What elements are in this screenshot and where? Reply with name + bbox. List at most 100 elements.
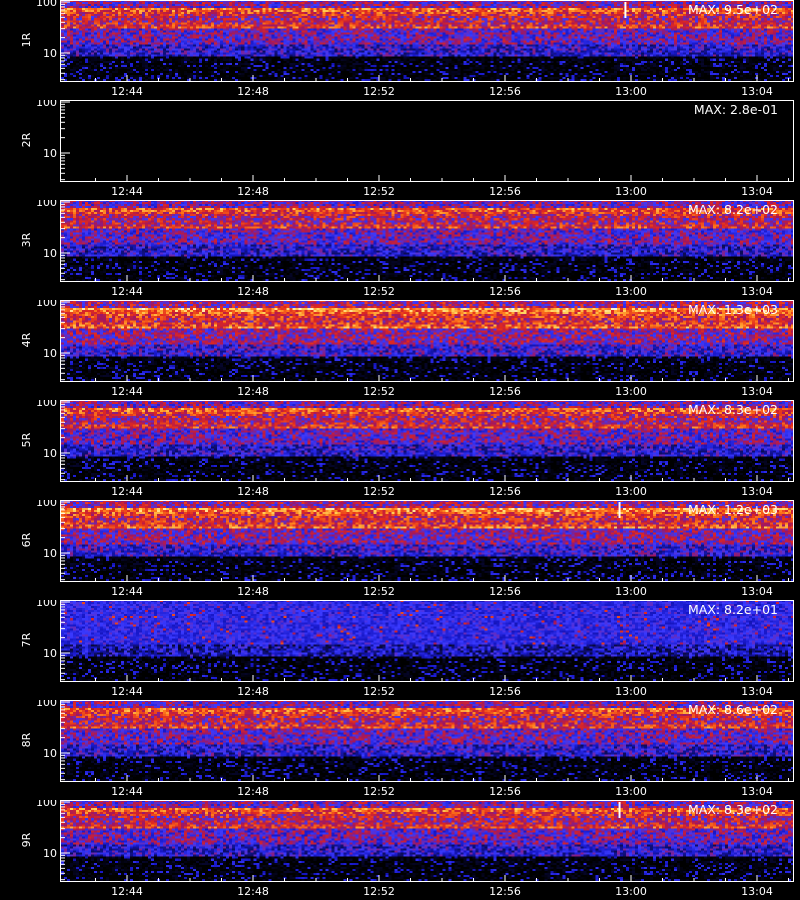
- y-tick-label: 10: [43, 847, 57, 860]
- spectrogram-image: [61, 300, 794, 381]
- x-tick-label: 12:52: [363, 385, 395, 398]
- x-tick-label: 12:44: [111, 385, 143, 398]
- x-tick-label: 12:56: [489, 285, 521, 298]
- y-tick-label: 100: [36, 100, 57, 109]
- x-tick-label: 12:52: [363, 85, 395, 98]
- y-tick-label: 100: [36, 300, 57, 309]
- y-tick-label: 100: [36, 0, 57, 9]
- x-tick-label: 12:44: [111, 785, 143, 798]
- channel-label: 5R: [20, 432, 33, 447]
- x-tick-label: 12:44: [111, 685, 143, 698]
- max-label: MAX: 8.2e+01: [688, 602, 778, 617]
- max-label: MAX: 9.5e+02: [688, 2, 778, 17]
- x-tick-label: 12:52: [363, 485, 395, 498]
- x-tick-label: 12:48: [237, 285, 269, 298]
- y-tick-label: 10: [43, 547, 57, 560]
- y-tick-label: 100: [36, 800, 57, 809]
- plot-frame: [60, 200, 794, 282]
- max-label: MAX: 8.2e+02: [688, 202, 778, 217]
- axes-overlay: 100 10 12:44 12:48 12:52 12:56 13:00 13:04 2R MAX…: [20, 100, 794, 198]
- spectrogram-panel-6r: 100 10 12:44 12:48 12:52 12:56 13:00 13:04 6R MAX…: [0, 500, 800, 600]
- plot-frame: [60, 100, 794, 182]
- x-tick-label: 13:04: [741, 685, 773, 698]
- max-label: MAX: 2.8e-01: [694, 102, 778, 117]
- x-tick-label: 12:52: [363, 585, 395, 598]
- axes-overlay: 100 10 12:44 12:48 12:52 12:56 13:00 13:04 1R MAX…: [20, 0, 794, 98]
- x-tick-label: 13:00: [615, 785, 647, 798]
- axes-overlay: 100 10 12:44 12:48 12:52 12:56 13:00 13:04 9R MAX…: [20, 800, 794, 898]
- x-tick-label: 12:52: [363, 185, 395, 198]
- x-tick-label: 12:48: [237, 85, 269, 98]
- x-tick-label: 12:48: [237, 385, 269, 398]
- channel-label: 7R: [20, 632, 33, 647]
- x-tick-label: 12:52: [363, 285, 395, 298]
- channel-label: 8R: [20, 732, 33, 747]
- x-tick-label: 13:00: [615, 385, 647, 398]
- y-tick-label: 100: [36, 600, 57, 609]
- axes-overlay: 100 10 12:44 12:48 12:52 12:56 13:00 13:04 6R MAX…: [20, 500, 794, 598]
- channel-label: 1R: [20, 32, 33, 47]
- y-tick-label: 10: [43, 47, 57, 60]
- spectrogram-image: [61, 700, 794, 781]
- x-tick-label: 13:00: [615, 185, 647, 198]
- spectrogram-panel-4r: 100 10 12:44 12:48 12:52 12:56 13:00 13:04 4R MAX…: [0, 300, 800, 400]
- x-tick-label: 12:48: [237, 885, 269, 898]
- plot-frame: [60, 300, 794, 382]
- x-tick-label: 13:00: [615, 485, 647, 498]
- spectrogram-image: [61, 100, 794, 181]
- channel-label: 4R: [20, 332, 33, 347]
- x-tick-label: 12:52: [363, 785, 395, 798]
- x-tick-label: 13:04: [741, 485, 773, 498]
- y-tick-label: 100: [36, 200, 57, 209]
- x-tick-label: 13:04: [741, 785, 773, 798]
- spectrogram-panel-5r: 100 10 12:44 12:48 12:52 12:56 13:00 13:04 5R MAX…: [0, 400, 800, 500]
- plot-frame: [60, 800, 794, 882]
- x-tick-label: 12:48: [237, 185, 269, 198]
- spectrogram-image: [61, 800, 794, 881]
- y-tick-label: 10: [43, 747, 57, 760]
- axes-overlay: 100 10 12:44 12:48 12:52 12:56 13:00 13:04 5R MAX…: [20, 400, 794, 498]
- x-tick-label: 12:52: [363, 685, 395, 698]
- x-tick-label: 13:04: [741, 285, 773, 298]
- x-tick-label: 12:56: [489, 485, 521, 498]
- spectrogram-image: [61, 500, 794, 581]
- axes-overlay: 100 10 12:44 12:48 12:52 12:56 13:00 13:04 7R MAX…: [20, 600, 794, 698]
- x-tick-label: 12:48: [237, 685, 269, 698]
- y-tick-label: 100: [36, 400, 57, 409]
- x-tick-label: 12:56: [489, 585, 521, 598]
- x-tick-label: 12:44: [111, 285, 143, 298]
- x-tick-label: 12:48: [237, 485, 269, 498]
- x-tick-label: 12:56: [489, 185, 521, 198]
- spectrogram-panel-2r: 100 10 12:44 12:48 12:52 12:56 13:00 13:04 2R MAX…: [0, 100, 800, 200]
- max-label: MAX: 8.3e+02: [688, 802, 778, 817]
- x-tick-label: 13:00: [615, 885, 647, 898]
- y-tick-label: 100: [36, 500, 57, 509]
- spectrogram-image: [61, 200, 794, 281]
- y-tick-label: 10: [43, 247, 57, 260]
- x-tick-label: 13:00: [615, 585, 647, 598]
- x-tick-label: 13:04: [741, 385, 773, 398]
- plot-frame: [60, 0, 794, 82]
- x-axis-title-cropped: [0, 893, 800, 900]
- x-tick-label: 12:56: [489, 785, 521, 798]
- spectrogram-panel-7r: 100 10 12:44 12:48 12:52 12:56 13:00 13:04 7R MAX…: [0, 600, 800, 700]
- max-label: MAX: 1.2e+03: [688, 502, 778, 517]
- y-tick-label: 10: [43, 347, 57, 360]
- x-tick-label: 13:00: [615, 685, 647, 698]
- x-tick-label: 13:00: [615, 85, 647, 98]
- max-label: MAX: 8.6e+02: [688, 702, 778, 717]
- plot-frame: [60, 700, 794, 782]
- channel-label: 3R: [20, 232, 33, 247]
- x-tick-label: 12:44: [111, 185, 143, 198]
- channel-label: 6R: [20, 532, 33, 547]
- max-label: MAX: 8.3e+02: [688, 402, 778, 417]
- x-tick-label: 12:56: [489, 885, 521, 898]
- spectrogram-panel-8r: 100 10 12:44 12:48 12:52 12:56 13:00 13:04 8R MAX…: [0, 700, 800, 800]
- spectrogram-panel-1r: 100 10 12:44 12:48 12:52 12:56 13:00 13:04 1R MAX…: [0, 0, 800, 100]
- spectrogram-image: [61, 400, 794, 481]
- spectrogram-image: [61, 600, 794, 681]
- y-tick-label: 10: [43, 147, 57, 160]
- x-tick-label: 12:44: [111, 885, 143, 898]
- axes-overlay: 100 10 12:44 12:48 12:52 12:56 13:00 13:04 8R MAX…: [20, 700, 794, 798]
